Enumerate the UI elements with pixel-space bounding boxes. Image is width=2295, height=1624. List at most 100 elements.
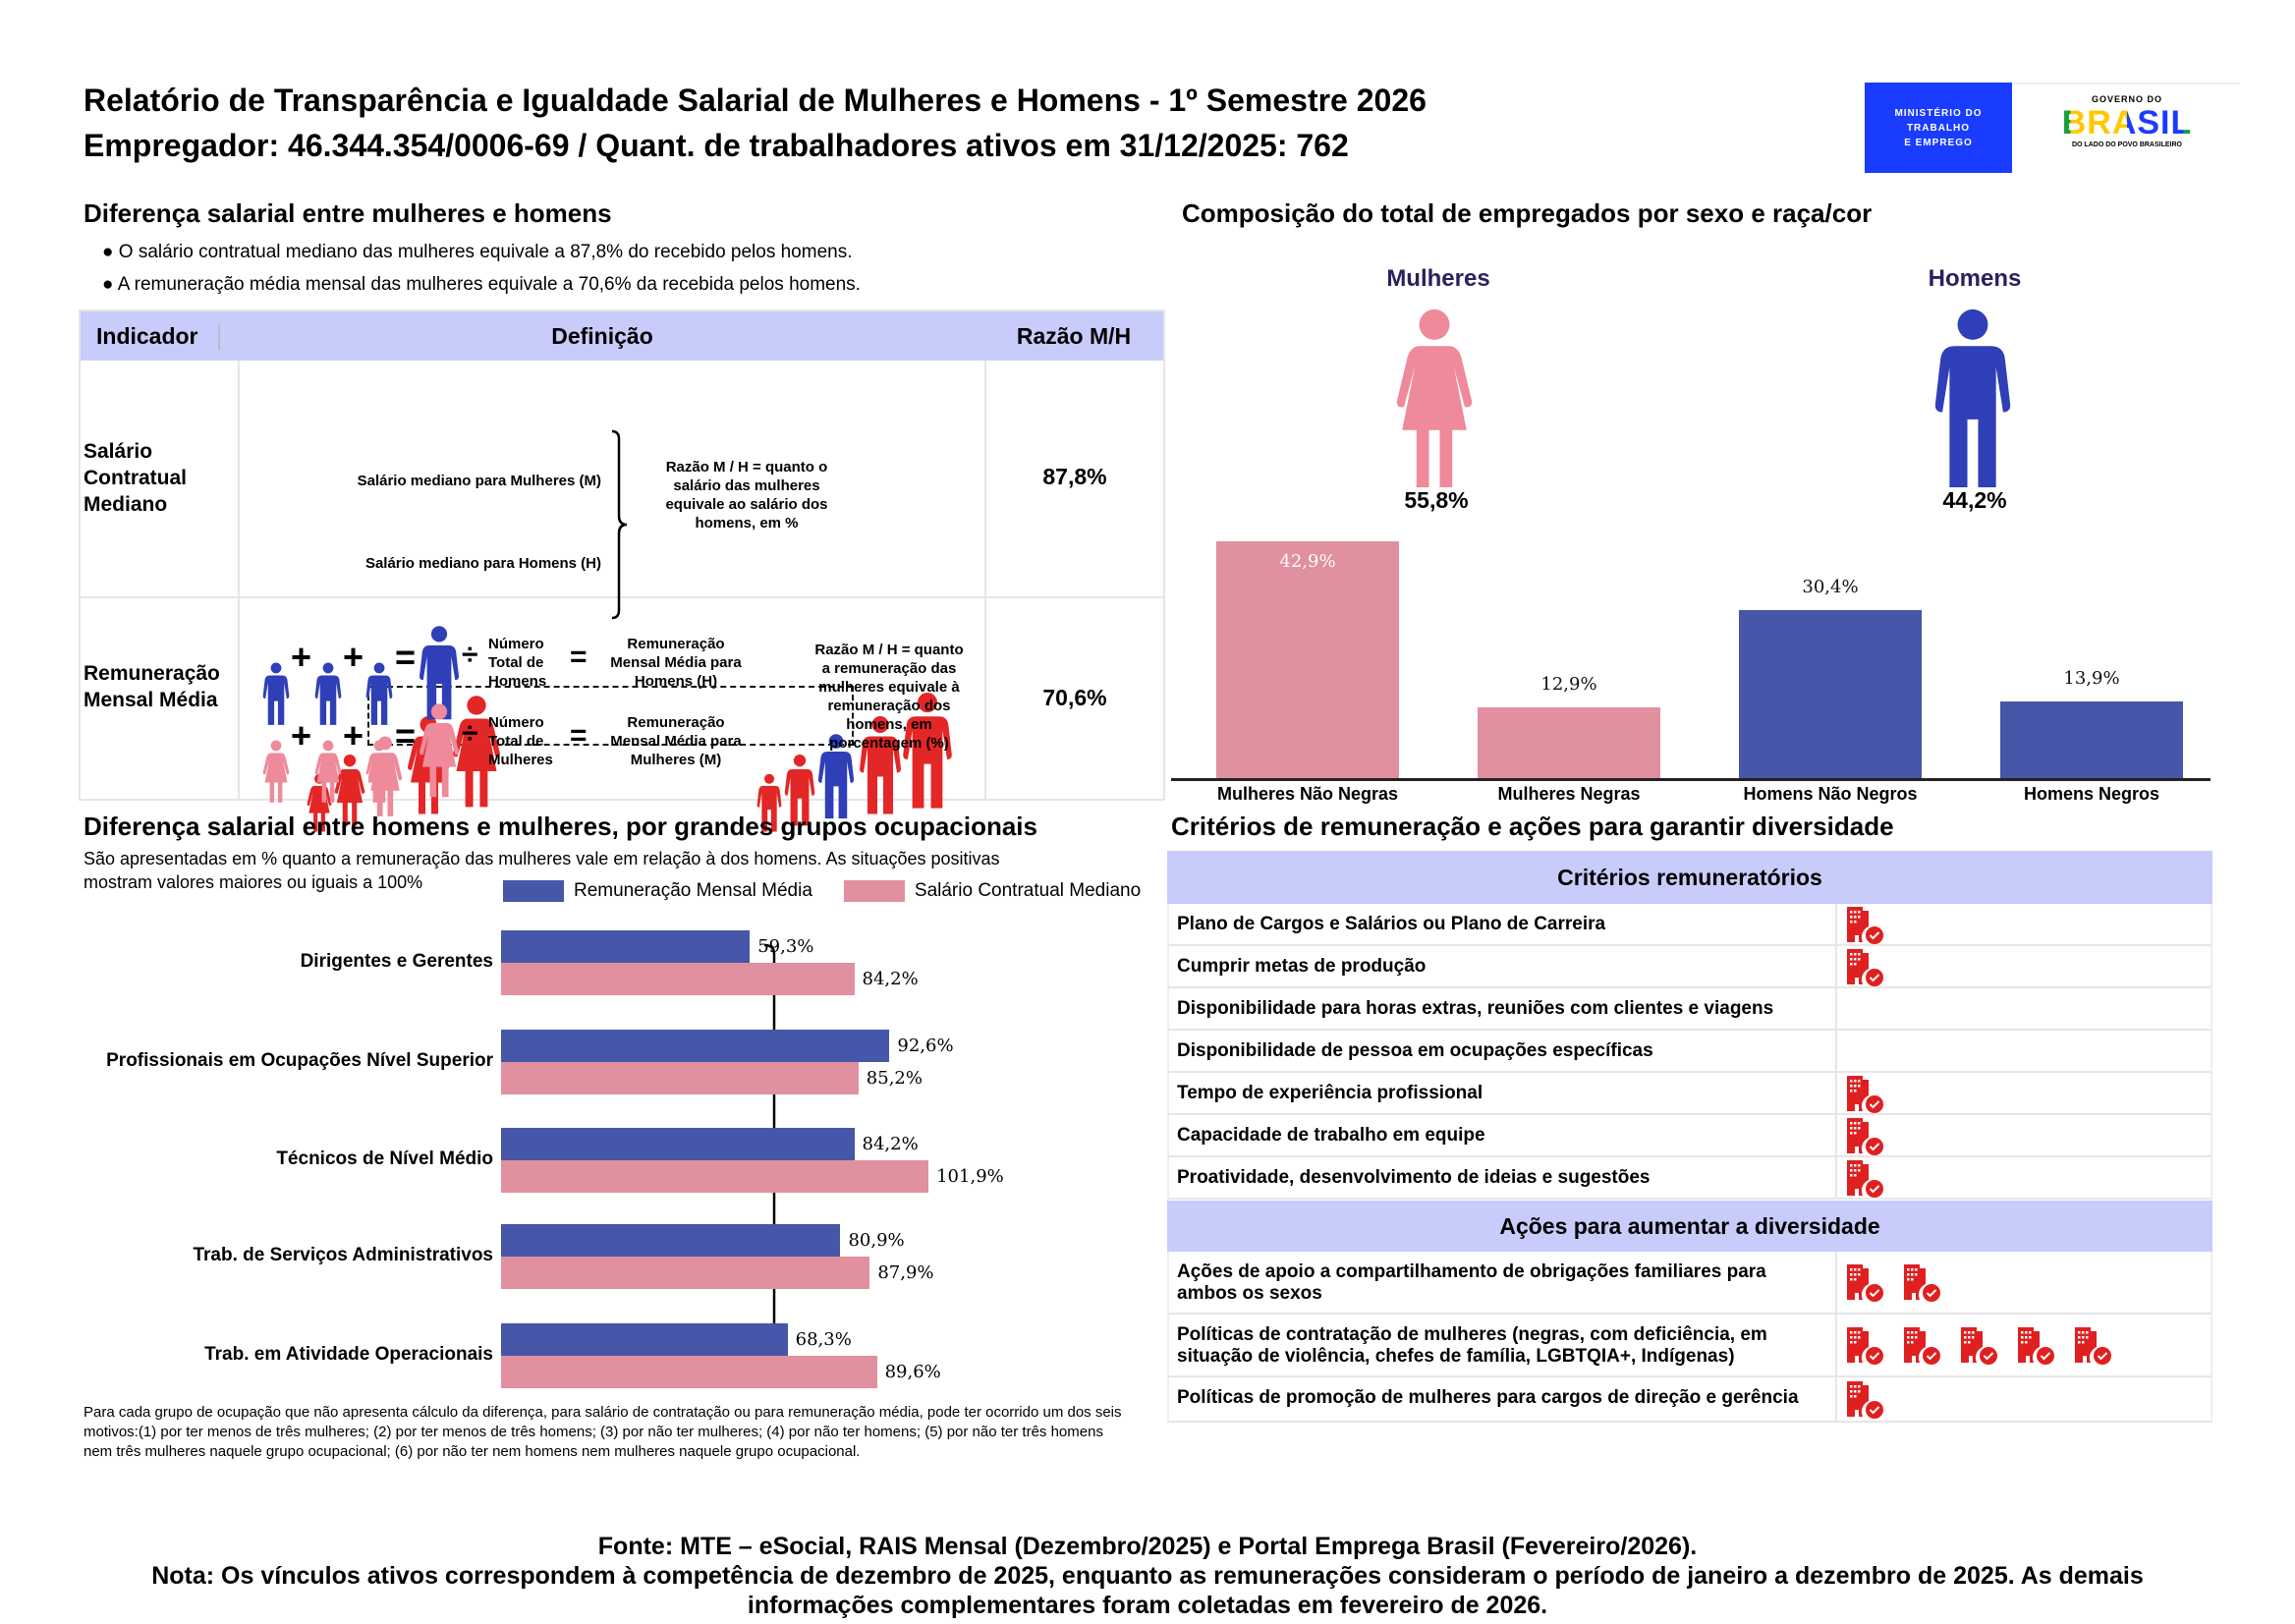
criteria-icons [1835,1157,2214,1198]
equals-sign: = [570,719,588,752]
criteria-icons [1835,1031,2214,1071]
bar-value-label: 12,9% [1540,673,1597,695]
criteria-label: Políticas de promoção de mulheres para c… [1177,1387,1799,1408]
x-axis-line [1171,778,2211,781]
criteria-row: Políticas de promoção de mulheres para c… [1167,1377,2212,1423]
composition-heading: Composição do total de empregados por se… [1182,198,1873,228]
divide-sign: ÷ [462,717,478,750]
woman-icon [262,721,290,821]
woman-icon [314,721,342,821]
bar-value-label: 80,9% [848,1230,905,1251]
occupation-heading: Diferença salarial entre homens e mulher… [84,812,1037,841]
category-label: Mulheres Negras [1497,784,1641,804]
criteria-icons [1835,946,2214,986]
building-check-icon [1845,1074,1884,1113]
criteria-row: Disponibilidade para horas extras, reuni… [1167,988,2212,1031]
salary-gap-heading: Diferença salarial entre mulheres e home… [84,198,612,228]
bar [501,930,751,963]
equals-sign: = [570,641,588,673]
woman-icon [419,678,460,822]
ratio-definition-2: Razão M / H = quanto a remuneração das mul… [814,642,964,752]
building-check-icon [1845,1262,1884,1302]
bar-value-label: 13,9% [2063,667,2120,689]
criteria-row: Plano de Cargos e Salários ou Plano de C… [1167,904,2212,946]
plus-sign: + [343,637,364,677]
bar [2000,700,2183,778]
category-label: Profissionais em Ocupações Nível Superio… [106,1050,493,1071]
bar [501,1224,841,1257]
gov-logo-word: BRASIL [2014,104,2240,141]
legend-label: Salário Contratual Mediano [914,880,1142,901]
category-label: Homens Negros [2023,784,2160,804]
bullet-text: O salário contratual mediano das mulhere… [118,242,853,262]
criteria-row: Cumprir metas de produção [1167,946,2212,988]
building-check-icon [1845,1158,1884,1198]
gov-logo-bottom: DO LADO DO POVO BRASILEIRO [2071,141,2182,148]
indicator-table: Indicador Definição Razão M/H [79,309,1165,801]
man-icon [1921,308,2025,487]
mte-logo-line: MINISTÉRIO DO [1894,108,1983,119]
category-label: Trab. em Atividade Operacionais [204,1344,493,1365]
building-check-icon [1845,947,1884,986]
gov-brasil-logo: GOVERNO DO BRASIL DO LADO DO POVO BRASIL… [2014,83,2240,173]
ratio-remuneracao-media: 70,6% [1042,685,1107,710]
criteria-label: Disponibilidade de pessoa em ocupações e… [1177,1040,1653,1061]
ratio-definition-1: Razão M / H = quanto o salário das mulher… [665,459,828,532]
building-check-icon [1959,1325,1998,1365]
employer-info: Empregador: 46.344.354/0006-69 / Quant. … [84,128,1349,163]
plus-sign: + [291,715,312,756]
criteria-label: Tempo de experiência profissional [1177,1083,1483,1103]
men-result-label: Remuneração Mensal Média para Homens (H) [610,636,742,690]
criteria-icons [1835,1377,2214,1421]
mte-logo-line: TRABALHO [1906,123,1971,134]
category-label: Mulheres Não Negras [1216,784,1399,804]
bar-value-label: 85,2% [866,1068,923,1089]
building-check-icon [1845,1379,1884,1419]
col-indicador: Indicador [96,323,198,349]
occupation-footnote: Para cada grupo de ocupação que não apre… [84,1404,1122,1460]
criteria-heading: Critérios de remuneração e ações para ga… [1171,812,1894,841]
women-label: Mulheres [1386,265,1490,292]
section-criterios: Critérios remuneratórios [1167,851,2212,904]
bar [501,1257,870,1289]
criteria-row: Disponibilidade de pessoa em ocupações e… [1167,1031,2212,1073]
criteria-label: Ações de apoio a compartilhamento de obr… [1177,1261,1766,1304]
bar-value-label: 87,9% [877,1262,934,1283]
footer-source: Fonte: MTE – eSocial, RAIS Mensal (Dezem… [597,1533,1698,1560]
bar-value-label: 89,6% [884,1362,941,1382]
plus-sign: + [343,715,364,756]
bar [501,1128,855,1160]
criteria-row: Ações de apoio a compartilhamento de obr… [1167,1252,2212,1315]
bar-value-label: 84,2% [862,1134,919,1154]
building-check-icon [1902,1262,1941,1302]
criteria-label: Capacidade de trabalho em equipe [1177,1125,1485,1146]
col-definicao: Definição [218,323,984,350]
plus-sign: + [291,637,312,677]
criteria-icons [1835,904,2214,944]
section-acoes: Ações para aumentar a diversidade [1167,1201,2212,1252]
building-check-icon [2073,1325,2112,1365]
bar [501,1160,929,1193]
criteria-row: Tempo de experiência profissional [1167,1073,2212,1115]
col-razao: Razão M/H [1016,323,1132,349]
category-label: Dirigentes e Gerentes [300,951,493,972]
woman-icon [1379,308,1489,487]
building-check-icon [2016,1325,2055,1365]
criteria-icons [1835,988,2214,1029]
criteria-label: Plano de Cargos e Salários ou Plano de C… [1177,914,1606,934]
bullet-2: ● A remuneração média mensal das mulhere… [102,274,861,295]
criteria-icons [1835,1073,2214,1113]
median-men-label: Salário mediano para Homens (H) [364,555,601,572]
bullet-1: ● O salário contratual mediano das mulhe… [102,242,853,262]
legend-label: Remuneração Mensal Média [574,880,812,901]
criteria-row: Capacidade de trabalho em equipe [1167,1115,2212,1157]
men-count-label: Número Total de Homens [488,636,547,690]
table-header: Indicador Definição Razão M/H [81,311,1163,361]
chart-legend: Remuneração Mensal Média Salário Contrat… [503,878,1141,904]
criteria-label: Cumprir metas de produção [1177,956,1427,977]
gov-logo-top: GOVERNO DO [2091,94,2162,104]
building-check-icon [1902,1325,1941,1365]
median-women-label: Salário mediano para Mulheres (M) [357,473,601,489]
criteria-icons [1835,1115,2214,1155]
mte-logo-line: E EMPREGO [1904,138,1973,148]
